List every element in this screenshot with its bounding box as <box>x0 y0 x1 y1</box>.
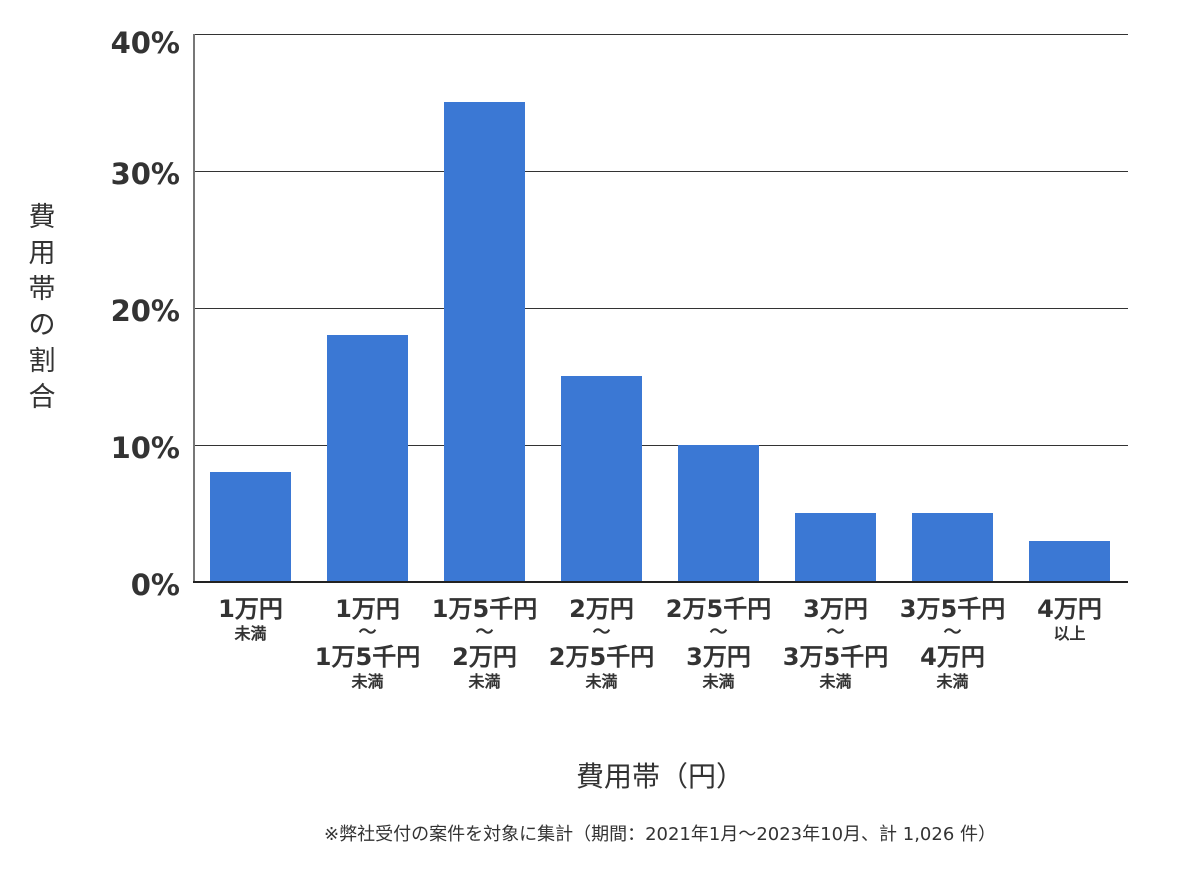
x-tick-label-part: 3万5千円 <box>899 595 1006 623</box>
x-tick-label: 1万円〜 1万5千円 未満 <box>308 594 428 692</box>
plot-area <box>193 34 1128 583</box>
bar <box>210 472 291 582</box>
x-tick-label-part: 〜 <box>709 622 728 643</box>
x-tick-label-part: 4万円 <box>1037 595 1102 623</box>
gridline-10 <box>193 445 1128 446</box>
x-tick-label-part: 未満 <box>936 672 969 691</box>
x-tick-label-part: 1万5千円 <box>431 595 538 623</box>
x-axis-line <box>193 581 1128 583</box>
x-tick-label-part: 未満 <box>351 672 384 691</box>
x-tick-label-part: 〜 <box>592 622 611 643</box>
y-axis-title-char: 合 <box>28 382 56 413</box>
x-tick-label-part: 以上 <box>1053 624 1086 643</box>
bar <box>795 513 876 582</box>
x-axis-title: 費用帯（円） <box>575 760 744 793</box>
x-tick-label-part: 1万5千円 <box>314 643 421 671</box>
bar <box>912 513 993 582</box>
x-tick-label: 3万5千円〜 4万円 未満 <box>893 594 1013 692</box>
x-tick-label-part: 3万円 <box>803 595 868 623</box>
y-axis-title-char: 帯 <box>28 274 56 305</box>
x-tick-label-part: 未満 <box>819 672 852 691</box>
y-tick-30: 30% <box>110 157 180 191</box>
y-axis-title-char: の <box>28 310 56 341</box>
x-tick-label-part: 未満 <box>585 672 618 691</box>
x-tick-label-part: 〜 <box>358 622 377 643</box>
x-tick-label-part: 3万5千円 <box>782 643 889 671</box>
gridline-30 <box>193 171 1128 172</box>
x-tick-label-part: 2万5千円 <box>665 595 772 623</box>
x-tick-label: 1万5千円〜 2万円 未満 <box>425 594 545 692</box>
x-tick-label-part: 〜 <box>943 622 962 643</box>
x-tick-label-part: 〜 <box>475 622 494 643</box>
footnote: ※弊社受付の案件を対象に集計（期間：2021年1月〜2023年10月、計 1,0… <box>323 824 997 845</box>
x-tick-label: 2万5千円〜 3万円 未満 <box>659 594 779 692</box>
gridline-40 <box>193 34 1128 35</box>
x-tick-label-part: 未満 <box>234 624 267 643</box>
bar <box>678 445 759 582</box>
y-axis-title-char: 割 <box>28 346 56 377</box>
x-tick-label-part: 〜 <box>826 622 845 643</box>
x-tick-label: 3万円〜 3万5千円 未満 <box>776 594 896 692</box>
bar <box>444 102 525 582</box>
x-tick-label: 1万円 未満 <box>191 594 311 644</box>
x-tick-label: 2万円〜 2万5千円 未満 <box>542 594 662 692</box>
y-tick-0: 0% <box>130 568 180 602</box>
x-tick-label-part: 3万円 <box>686 643 751 671</box>
y-axis-title-char: 用 <box>28 238 56 269</box>
y-axis-title: 費 用 帯 の 割 合 <box>24 200 60 416</box>
x-tick-label-part: 1万円 <box>218 595 283 623</box>
x-tick-label-part: 1万円 <box>335 595 400 623</box>
x-tick-label-part: 2万円 <box>569 595 634 623</box>
y-tick-20: 20% <box>110 294 180 328</box>
y-tick-40: 40% <box>110 26 180 60</box>
bar <box>561 376 642 582</box>
y-tick-10: 10% <box>110 431 180 465</box>
x-tick-label-part: 2万円 <box>452 643 517 671</box>
x-tick-label-part: 2万5千円 <box>548 643 655 671</box>
x-tick-label: 4万円 以上 <box>1010 594 1130 644</box>
y-axis-line <box>193 34 195 582</box>
gridline-20 <box>193 308 1128 309</box>
bar <box>327 335 408 582</box>
bar <box>1029 541 1110 582</box>
x-tick-label-part: 4万円 <box>920 643 985 671</box>
x-tick-label-part: 未満 <box>468 672 501 691</box>
y-axis-title-char: 費 <box>28 202 56 233</box>
x-tick-label-part: 未満 <box>702 672 735 691</box>
